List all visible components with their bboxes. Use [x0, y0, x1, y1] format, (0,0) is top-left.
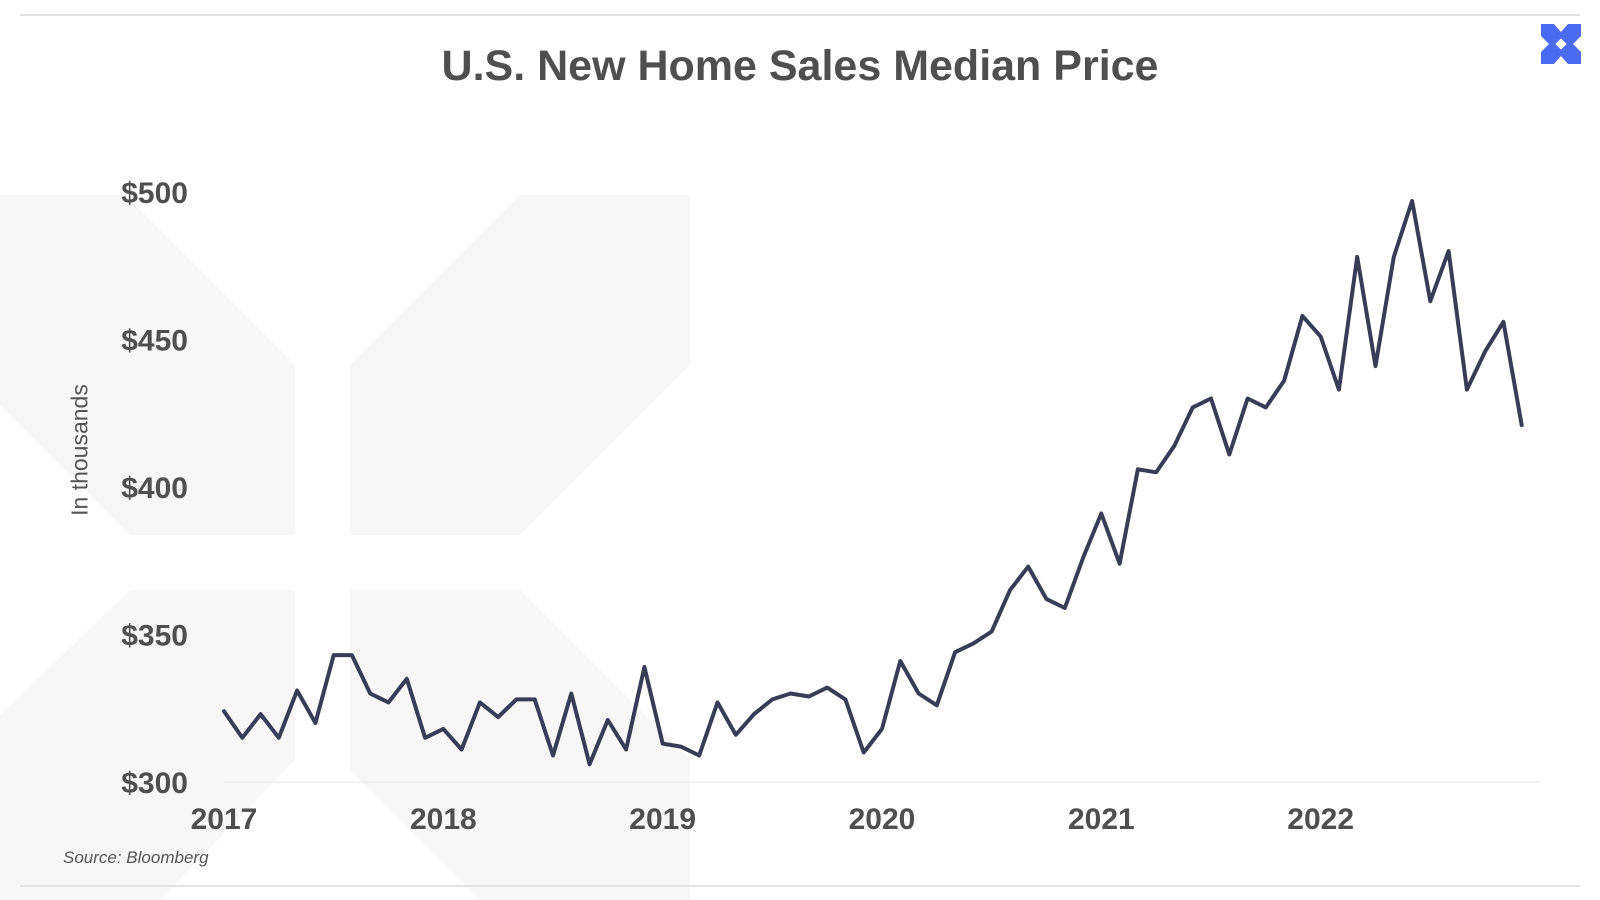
data-point	[935, 703, 939, 707]
x-tick-label: 2020	[849, 803, 916, 836]
data-point	[1520, 423, 1524, 427]
data-point	[569, 692, 573, 696]
data-point	[441, 727, 445, 731]
data-point	[222, 709, 226, 713]
data-point	[1136, 467, 1140, 471]
data-point	[606, 718, 610, 722]
bottom-divider	[20, 885, 1580, 887]
data-point	[1099, 512, 1103, 516]
y-tick-label: $350	[121, 620, 188, 653]
data-point	[679, 745, 683, 749]
data-point	[917, 692, 921, 696]
data-point	[1063, 606, 1067, 610]
data-point	[1172, 444, 1176, 448]
data-point	[1355, 255, 1359, 259]
data-point	[734, 733, 738, 737]
data-point	[807, 695, 811, 699]
data-point	[1008, 588, 1012, 592]
series-line	[222, 198, 1524, 767]
data-point	[1081, 556, 1085, 560]
data-point	[588, 762, 592, 766]
y-tick-label: $300	[121, 767, 188, 800]
data-point	[1191, 405, 1195, 409]
data-point	[1410, 199, 1414, 203]
data-point	[953, 650, 957, 654]
data-point	[880, 727, 884, 731]
x-tick-label: 2018	[410, 803, 477, 836]
data-point	[1501, 320, 1505, 324]
data-point	[642, 665, 646, 669]
data-point	[1337, 388, 1341, 392]
data-point	[843, 697, 847, 701]
data-point	[1246, 397, 1250, 401]
data-point	[1154, 470, 1158, 474]
data-point	[423, 736, 427, 740]
data-point	[862, 751, 866, 755]
data-point	[460, 748, 464, 752]
chart-title: U.S. New Home Sales Median Price	[441, 42, 1159, 90]
data-point	[624, 748, 628, 752]
data-point	[1282, 379, 1286, 383]
data-point	[405, 677, 409, 681]
data-point	[514, 697, 518, 701]
data-point	[478, 700, 482, 704]
data-point	[1264, 405, 1268, 409]
data-point	[240, 736, 244, 740]
data-point	[990, 630, 994, 634]
data-point	[1447, 249, 1451, 253]
data-point	[1428, 299, 1432, 303]
data-point	[496, 715, 500, 719]
data-point	[277, 736, 281, 740]
data-point	[368, 692, 372, 696]
data-point	[770, 697, 774, 701]
data-point	[1483, 349, 1487, 353]
x-tick-label: 2021	[1068, 803, 1135, 836]
data-point	[332, 653, 336, 657]
data-point	[533, 697, 537, 701]
data-point	[313, 721, 317, 725]
data-point	[1392, 255, 1396, 259]
x-tick-label: 2022	[1287, 803, 1354, 836]
data-point	[1319, 335, 1323, 339]
data-point	[1374, 364, 1378, 368]
y-tick-label: $500	[121, 177, 188, 210]
x-tick-label: 2017	[191, 803, 258, 836]
top-divider	[20, 14, 1580, 16]
data-point	[259, 712, 263, 716]
x-tick-label: 2019	[629, 803, 696, 836]
data-point	[697, 754, 701, 758]
data-point	[1465, 388, 1469, 392]
data-point	[1118, 562, 1122, 566]
data-point	[789, 692, 793, 696]
data-point	[971, 641, 975, 645]
data-point	[716, 700, 720, 704]
data-point	[387, 700, 391, 704]
data-point	[1026, 565, 1030, 569]
data-point	[898, 659, 902, 663]
x-logo-icon	[1541, 24, 1581, 64]
data-point	[551, 754, 555, 758]
data-point	[350, 653, 354, 657]
y-tick-label: $400	[121, 472, 188, 505]
data-point	[661, 742, 665, 746]
data-point	[825, 686, 829, 690]
source-note: Source: Bloomberg	[63, 848, 209, 867]
data-point	[752, 712, 756, 716]
data-point	[1300, 314, 1304, 318]
data-point	[1045, 597, 1049, 601]
data-point	[295, 689, 299, 693]
data-point	[1209, 397, 1213, 401]
y-tick-label: $450	[121, 325, 188, 358]
data-point	[1227, 453, 1231, 457]
